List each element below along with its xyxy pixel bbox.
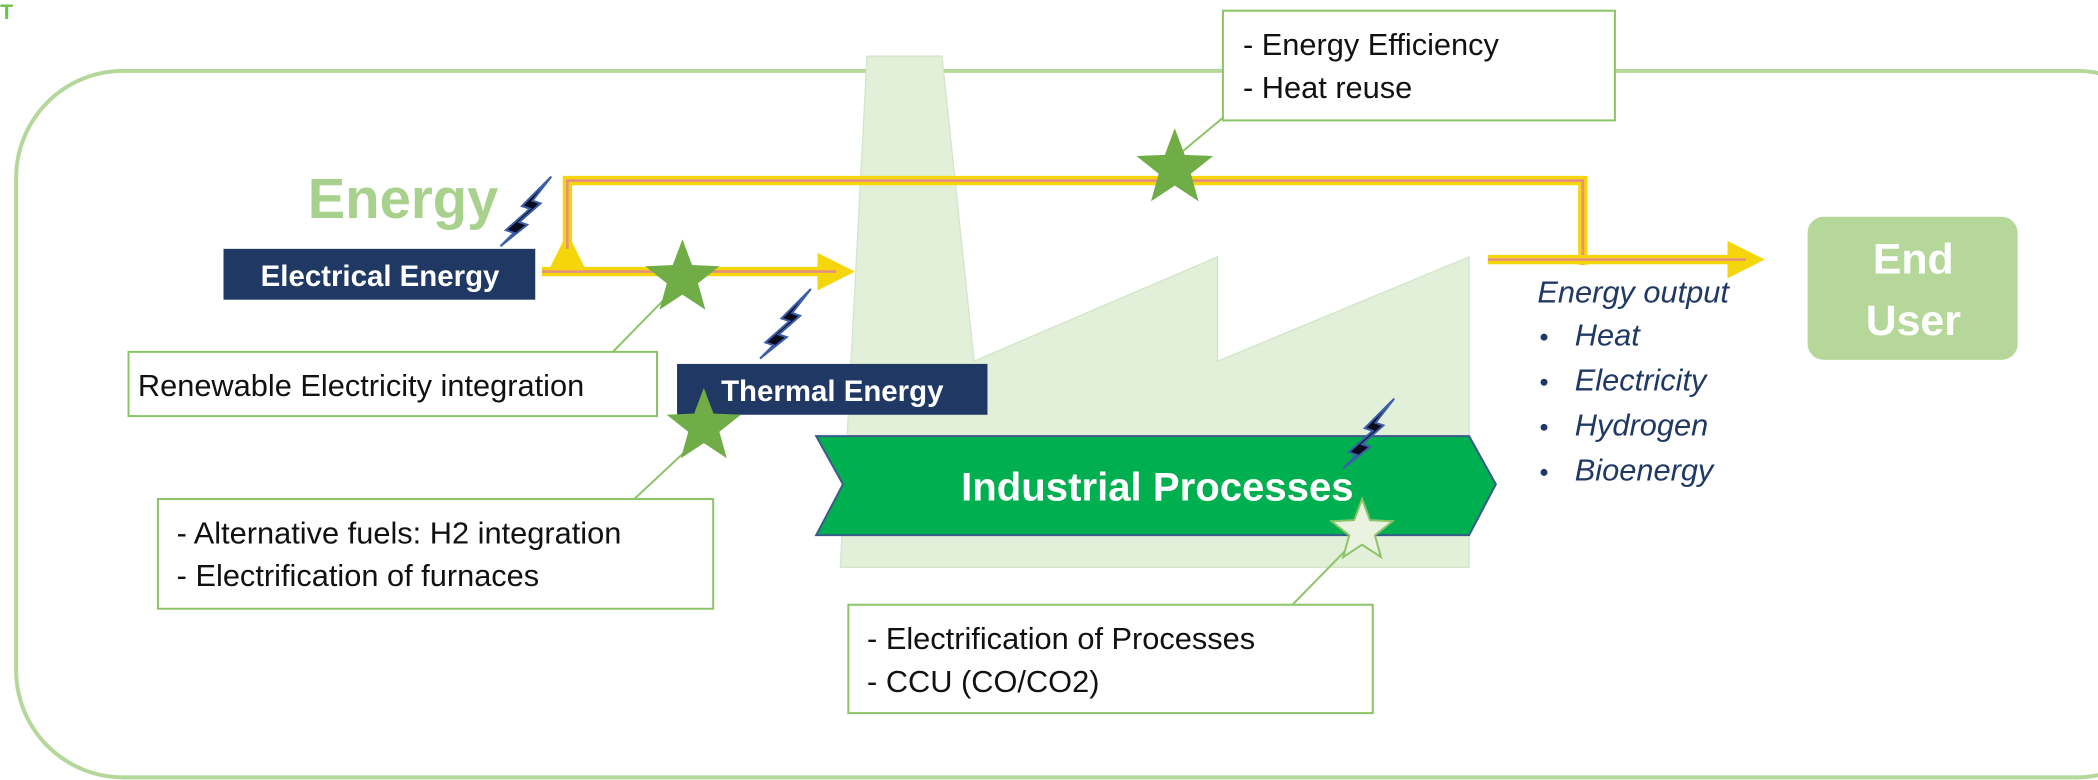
callout-text: - Heat reuse — [1243, 70, 1412, 105]
thermal-label: Thermal Energy — [721, 375, 944, 408]
callout-text: - CCU (CO/CO2) — [867, 664, 1099, 699]
output-item: Bioenergy — [1575, 453, 1715, 488]
output-item: Electricity — [1575, 362, 1708, 397]
process-label: Industrial Processes — [961, 464, 1354, 509]
star — [1139, 131, 1210, 199]
callout-text: Renewable Electricity integration — [138, 368, 584, 403]
corner-mark: T — [0, 0, 13, 24]
diagram: T Energy Electrical Energy Thermal Energ… — [0, 0, 2098, 780]
bullet — [1541, 469, 1548, 476]
title: Energy — [308, 167, 498, 230]
output-item: Hydrogen — [1575, 407, 1708, 442]
bullet — [1541, 424, 1548, 431]
bullet — [1541, 379, 1548, 386]
callout-text: - Alternative fuels: H2 integration — [177, 515, 622, 550]
page: {"corner_mark": "T", "title": "Energy", … — [0, 0, 2098, 780]
electrical-label: Electrical Energy — [261, 260, 500, 293]
callout-text: - Electrification of Processes — [867, 621, 1255, 656]
star — [648, 242, 717, 307]
output-list: Heat Electricity Hydrogen Bioenergy — [1541, 317, 1715, 487]
output-item: Heat — [1575, 317, 1641, 352]
end-user-label: End — [1873, 236, 1954, 284]
callout-text: - Energy Efficiency — [1243, 27, 1500, 62]
output-heading: Energy output — [1537, 274, 1730, 309]
callout-text: - Electrification of furnaces — [177, 558, 540, 593]
bullet — [1541, 334, 1548, 341]
end-user-label: User — [1866, 297, 1961, 345]
pipes — [542, 181, 1746, 272]
